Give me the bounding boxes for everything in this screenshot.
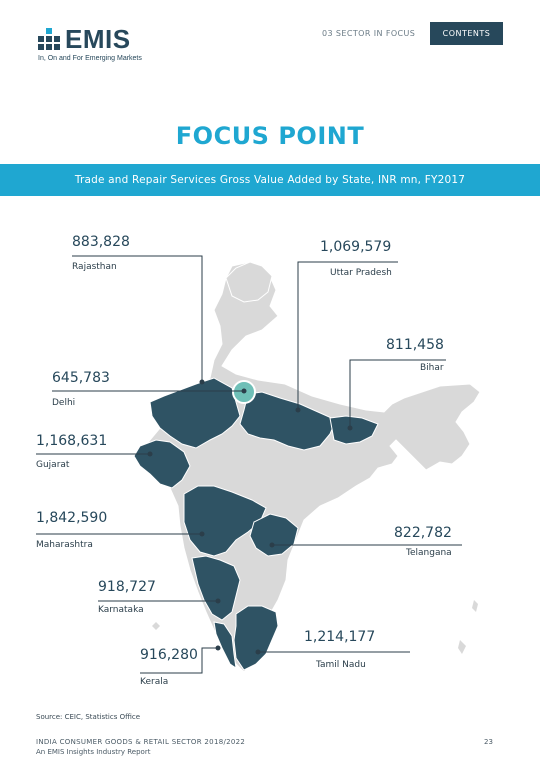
footer-report-subtitle: An EMIS Insights Industry Report [36, 748, 151, 756]
leader-kerala [140, 647, 218, 674]
dot-telangana [269, 542, 275, 548]
north-region [225, 261, 273, 303]
contents-button[interactable]: CONTENTS [430, 22, 503, 45]
state-label-maharashtra: Maharashtra [36, 540, 93, 550]
value-uttar-pradesh: 1,069,579 [320, 239, 392, 255]
islands-2 [458, 640, 466, 654]
chart-title: Trade and Repair Services Gross Value Ad… [0, 164, 540, 196]
dot-delhi [241, 388, 247, 394]
state-label-uttar-pradesh: Uttar Pradesh [330, 268, 392, 278]
state-label-tamil-nadu: Tamil Nadu [316, 660, 366, 670]
logo-text: EMIS [65, 24, 131, 54]
value-bihar: 811,458 [386, 337, 444, 353]
source-note: Source: CEIC, Statistics Office [36, 713, 140, 721]
state-label-telangana: Telangana [406, 548, 452, 558]
state-gujarat [133, 439, 191, 489]
state-maharashtra [183, 485, 267, 557]
dot-tamil-nadu [255, 649, 261, 655]
dot-rajasthan [199, 379, 205, 385]
state-label-delhi: Delhi [52, 398, 76, 408]
state-label-karnataka: Karnataka [98, 605, 144, 615]
page-title: FOCUS POINT [175, 122, 365, 150]
leader-rajasthan [72, 255, 203, 382]
islands-3 [152, 622, 160, 630]
emis-logo-icon [38, 28, 60, 50]
value-tamil-nadu: 1,214,177 [304, 629, 376, 645]
value-delhi: 645,783 [52, 370, 110, 386]
value-kerala: 916,280 [140, 647, 198, 663]
state-label-bihar: Bihar [420, 363, 444, 373]
value-gujarat: 1,168,631 [36, 433, 108, 449]
state-bihar [329, 415, 379, 445]
india-outline [139, 261, 481, 673]
value-karnataka: 918,727 [98, 579, 156, 595]
dot-uttar-pradesh [295, 407, 301, 413]
state-karnataka [191, 555, 241, 621]
dot-karnataka [215, 598, 221, 604]
leader-dots [147, 379, 353, 655]
leader-uttar-pradesh [297, 261, 398, 410]
dot-bihar [347, 425, 353, 431]
value-rajasthan: 883,828 [72, 234, 130, 250]
value-maharashtra: 1,842,590 [36, 510, 108, 526]
state-tamil-nadu [233, 605, 279, 671]
state-label-rajasthan: Rajasthan [72, 262, 117, 272]
leader-bihar [349, 359, 446, 428]
leader-lines [36, 255, 462, 674]
logo-tagline: In, On and For Emerging Markets [38, 55, 142, 62]
state-label-gujarat: Gujarat [36, 460, 70, 470]
state-label-kerala: Kerala [140, 677, 169, 687]
dot-gujarat [147, 451, 153, 457]
section-label[interactable]: 03 SECTOR IN FOCUS [322, 29, 416, 38]
islands [472, 600, 478, 612]
page-number: 23 [484, 738, 493, 746]
value-telangana: 822,782 [394, 525, 452, 541]
state-uttar-pradesh [239, 391, 337, 451]
dot-maharashtra [199, 531, 205, 537]
dot-kerala [215, 645, 221, 651]
state-kerala [213, 621, 237, 670]
footer-report-title: INDIA CONSUMER GOODS & RETAIL SECTOR 201… [36, 738, 246, 746]
